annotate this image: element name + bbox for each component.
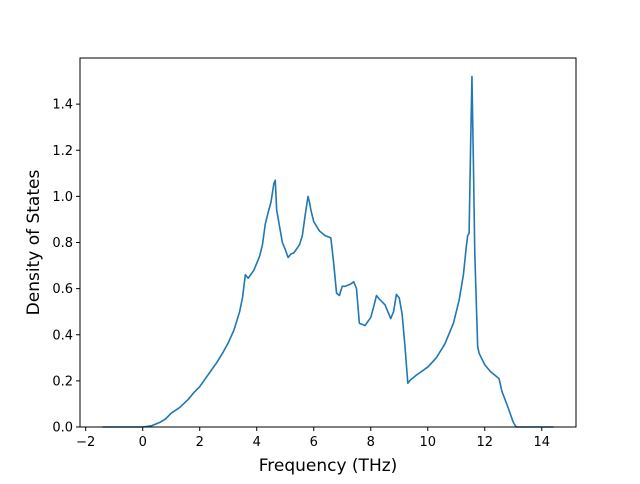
y-axis-ticks: 0.0 0.2 0.4 0.6 0.8 1.0 1.2 1.4	[52, 98, 80, 436]
x-tick-label: 0	[139, 435, 147, 450]
y-axis-label: Density of States	[24, 170, 44, 316]
y-tick-label: 0.2	[52, 374, 73, 389]
y-tick-label: 1.0	[52, 190, 73, 205]
x-tick-label: 4	[253, 435, 261, 450]
x-tick-label: −2	[76, 435, 95, 450]
y-tick-label: 0.8	[52, 236, 73, 251]
x-tick-label: 8	[367, 435, 375, 450]
dos-series-line	[102, 75, 554, 428]
y-tick-label: 1.2	[52, 144, 73, 159]
x-tick-label: 2	[196, 435, 204, 450]
plot-area	[80, 58, 576, 427]
x-axis-ticks: −2 0 2 4 6 8 10 12 14	[76, 427, 550, 450]
x-tick-label: 10	[419, 435, 436, 450]
y-tick-label: 0.6	[52, 282, 73, 297]
x-tick-label: 14	[534, 435, 551, 450]
x-axis-label: Frequency (THz)	[259, 456, 398, 476]
y-tick-label: 1.4	[52, 98, 73, 113]
y-tick-label: 0.0	[52, 421, 73, 436]
plot-frame	[79, 57, 577, 428]
x-tick-label: 6	[310, 435, 318, 450]
y-tick-label: 0.4	[52, 328, 73, 343]
x-tick-label: 12	[477, 435, 494, 450]
